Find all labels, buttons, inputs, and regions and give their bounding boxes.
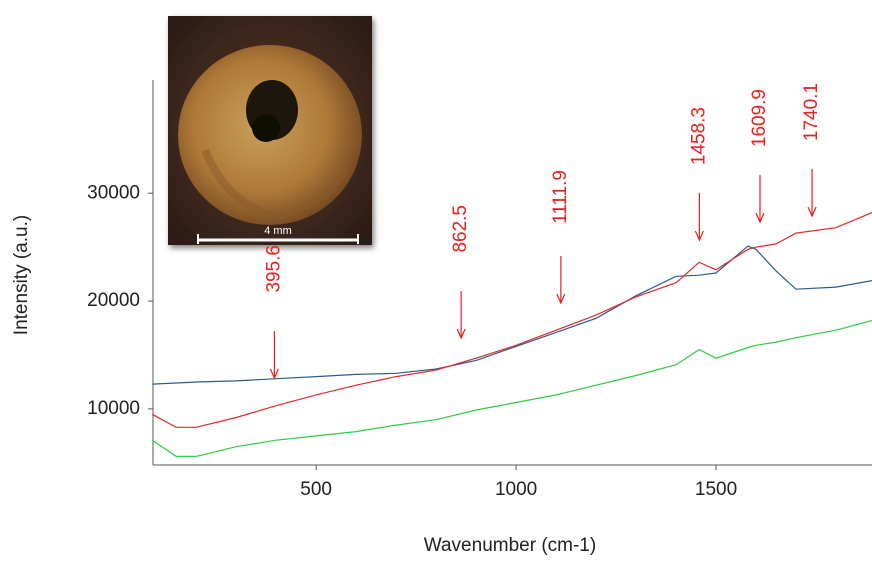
- x-tick-label: 500: [300, 479, 332, 500]
- spectrum-line: [152, 245, 872, 385]
- y-tick-label: 10000: [87, 398, 140, 419]
- scale-label: 4 mm: [264, 225, 292, 237]
- peak-label: 862.5: [450, 205, 471, 253]
- peak-label: 395.6: [263, 245, 284, 293]
- inset-photo: 4 mm: [168, 16, 372, 245]
- spectrum-line: [151, 319, 872, 457]
- peak-label: 1458.3: [688, 107, 709, 165]
- peak-label: 1740.1: [801, 83, 822, 141]
- peak-arrowhead: [755, 212, 765, 224]
- peak-arrowhead: [556, 293, 566, 305]
- y-tick-label: 20000: [87, 290, 140, 311]
- y-tick-label: 30000: [87, 182, 140, 203]
- peak-arrowhead: [269, 368, 279, 380]
- peak-arrowhead: [456, 328, 466, 340]
- x-tick-label: 1500: [695, 479, 737, 500]
- x-axis-title: Wavenumber (cm-1): [424, 535, 596, 556]
- y-axis-title: Intensity (a.u.): [11, 215, 32, 335]
- peak-label: 1111.9: [550, 170, 571, 224]
- spectrum-line: [151, 212, 872, 428]
- peak-label: 1609.9: [749, 89, 770, 147]
- x-tick-label: 1000: [495, 479, 537, 500]
- peak-arrowhead: [694, 230, 704, 242]
- peak-arrowhead: [807, 206, 817, 218]
